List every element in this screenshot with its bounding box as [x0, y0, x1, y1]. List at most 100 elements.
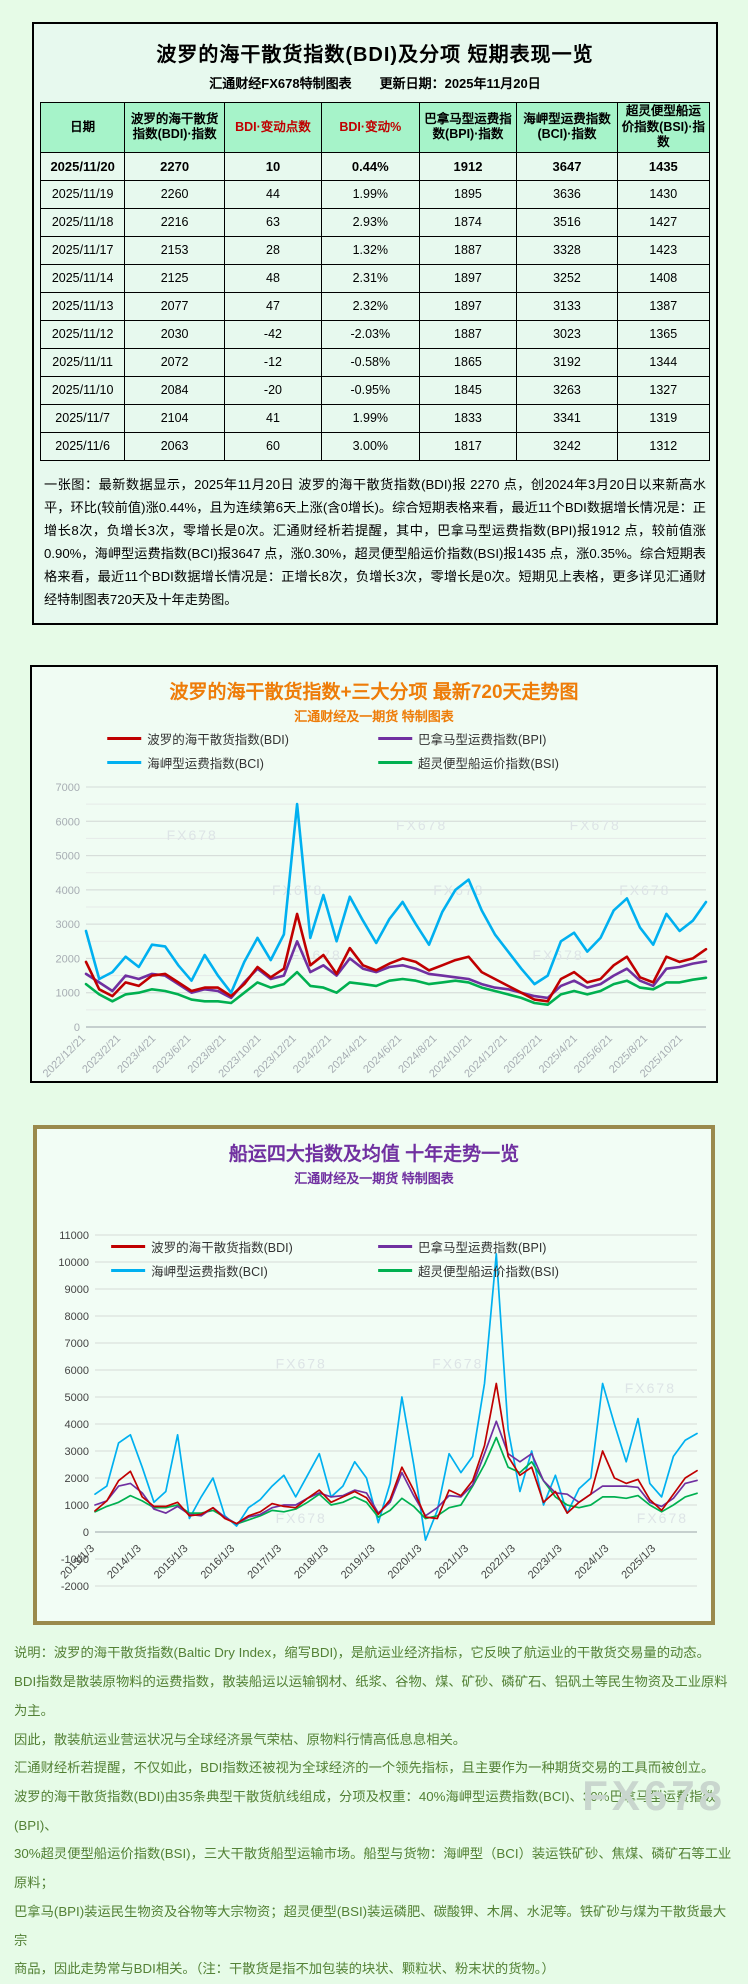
table-cell: 47 — [223, 291, 322, 321]
legend-item: 海岬型运费指数(BCI) — [107, 753, 370, 772]
table-cell: 3023 — [516, 319, 618, 349]
y-tick-label: 6000 — [65, 1365, 89, 1377]
legend-label: 巴拿马型运费指数(BPI) — [417, 733, 547, 748]
update-date-label: 更新日期：2025年11月20日 — [379, 76, 541, 91]
legend-item: 波罗的海干散货指数(BDI) — [111, 1237, 370, 1256]
y-tick-label: 10000 — [58, 1257, 89, 1269]
column-header: 波罗的海干散货指数(BDI)·指数 — [124, 102, 225, 153]
table-cell: 2025/11/13 — [39, 291, 126, 321]
y-tick-label: -1000 — [61, 1554, 89, 1566]
table-cell: 1.99% — [320, 403, 420, 433]
table-row: 2025/11/12 2030 -42 -2.03% 1887 3023 1365 — [39, 319, 711, 349]
legend-label: 波罗的海干散货指数(BDI) — [151, 1241, 293, 1256]
x-tick-label: 2017/1/3 — [245, 1543, 284, 1582]
table-cell: 1.99% — [320, 179, 420, 209]
table-cell: 2077 — [124, 291, 225, 321]
chart-10y-title: 船运四大指数及均值 十年走势一览 — [228, 1144, 520, 1166]
table-panel-subtitle: 汇通财经FX678特制图表 更新日期：2025年11月20日 — [40, 73, 710, 92]
y-tick-label: 3000 — [56, 920, 80, 932]
chart-watermark: FX678 — [619, 882, 670, 898]
table-cell: 2025/11/17 — [39, 235, 126, 265]
table-cell: 3647 — [516, 151, 618, 181]
table-cell: 2084 — [124, 375, 225, 405]
legend-swatch — [377, 761, 412, 765]
legend-swatch — [378, 1245, 412, 1249]
table-cell: 1895 — [418, 179, 518, 209]
table-cell: 2025/11/7 — [39, 403, 126, 433]
table-cell: 3192 — [516, 347, 618, 377]
table-cell: 2063 — [124, 431, 225, 461]
legend-item: 波罗的海干散货指数(BDI) — [107, 729, 370, 748]
footer-line: 巴拿马(BPI)装运民生物资及谷物等大宗物资；超灵便型(BSI)装运磷肥、碳酸钾… — [14, 1903, 727, 1948]
legend-swatch — [111, 1269, 146, 1273]
x-tick-label: 2023/1/3 — [526, 1543, 565, 1582]
table-cell: 1874 — [418, 207, 518, 237]
table-cell: 28 — [223, 235, 322, 265]
chart-watermark: FX678 — [396, 818, 447, 834]
table-cell: -20 — [223, 375, 322, 405]
y-tick-label: 4000 — [56, 885, 80, 897]
y-tick-label: 5000 — [65, 1392, 89, 1404]
x-tick-label: 2022/1/3 — [479, 1543, 518, 1582]
y-tick-label: 0 — [74, 1022, 80, 1034]
chart-10y-svg: -2000 -1000 0 1000 2000 3000 4000 5000 6000 7000 8… — [58, 1230, 698, 1593]
series-line — [84, 913, 708, 1004]
table-row: 2025/11/14 2125 48 2.31% 1897 3252 1408 — [39, 263, 711, 293]
table-cell: 3133 — [516, 291, 618, 321]
y-tick-label: 5000 — [56, 851, 80, 863]
x-tick-label: 2018/1/3 — [292, 1543, 331, 1582]
table-cell: -0.58% — [320, 347, 420, 377]
legend-item: 巴拿马型运费指数(BPI) — [378, 1237, 637, 1256]
bdi-table-head: 日期 波罗的海干散货指数(BDI)·指数 BDI·变动点数 BDI·变动% 巴拿马型运费… — [39, 102, 711, 153]
table-cell: 10 — [223, 151, 322, 181]
chart-720d-svg: 010002000300040005000600070002022/12/212… — [41, 782, 708, 1079]
table-cell: 1327 — [616, 375, 711, 405]
table-cell: 2025/11/11 — [39, 347, 126, 377]
legend-label: 超灵便型船运价指数(BSI) — [417, 757, 559, 772]
legend-swatch — [378, 1269, 412, 1273]
chart-watermark: FX678 — [570, 818, 621, 834]
legend-item: 超灵便型船运价指数(BSI) — [378, 1261, 637, 1280]
chart-720d-wrap: 波罗的海干散货指数(BDI) 巴拿马型运费指数(BPI) 海岬型运费指数(BCI) 超… — [32, 727, 716, 1079]
table-cell: 1897 — [418, 291, 518, 321]
y-tick-label: 1000 — [56, 988, 80, 1000]
bdi-short-term-panel: 波罗的海干散货指数(BDI)及分项 短期表现一览 汇通财经FX678特制图表 更新… — [32, 22, 718, 626]
table-cell: 2125 — [124, 263, 225, 293]
table-cell: 44 — [223, 179, 322, 209]
x-tick-label: 2019/1/3 — [339, 1543, 378, 1582]
table-row: 2025/11/13 2077 47 2.32% 1897 3133 1387 — [39, 291, 711, 321]
table-row: 2025/11/10 2084 -20 -0.95% 1845 3263 1327 — [39, 375, 711, 405]
table-cell: 2025/11/14 — [39, 263, 126, 293]
table-cell: 2025/11/12 — [39, 319, 126, 349]
y-tick-label: 6000 — [56, 817, 80, 829]
chart-10y-panel: 船运四大指数及均值 十年走势一览 汇通财经及一期货 特制图表 波罗的海干散货指数… — [33, 1125, 715, 1626]
table-cell: 1833 — [418, 403, 518, 433]
y-tick-label: 9000 — [65, 1284, 89, 1296]
x-tick-label: 2015/1/3 — [152, 1543, 191, 1582]
table-cell: 1344 — [616, 347, 711, 377]
table-cell: 1845 — [418, 375, 518, 405]
y-tick-label: 1000 — [65, 1500, 89, 1512]
table-cell: 2072 — [124, 347, 225, 377]
table-row: 2025/11/11 2072 -12 -0.58% 1865 3192 1344 — [39, 347, 711, 377]
table-cell: 1887 — [418, 235, 518, 265]
table-cell: 2153 — [124, 235, 225, 265]
table-summary-note: 一张图：最新数据显示，2025年11月20日 波罗的海干散货指数(BDI)报 2… — [44, 476, 706, 608]
y-tick-label: 2000 — [65, 1473, 89, 1485]
table-cell: 2260 — [124, 179, 225, 209]
table-cell: 2025/11/18 — [39, 207, 126, 237]
table-cell: 2025/11/10 — [39, 375, 126, 405]
series-line — [84, 940, 708, 1000]
table-row: 2025/11/18 2216 63 2.93% 1874 3516 1427 — [39, 207, 711, 237]
chart-source-label: 汇通财经FX678特制图表 — [209, 76, 352, 91]
footer-line: 说明：波罗的海干散货指数(Baltic Dry Index，缩写BDI)，是航运… — [14, 1645, 710, 1661]
table-cell: 1435 — [616, 151, 711, 181]
column-header: BDI·变动点数 — [223, 102, 322, 153]
table-cell: -2.03% — [320, 319, 420, 349]
chart-720d-legend: 波罗的海干散货指数(BDI) 巴拿马型运费指数(BPI) 海岬型运费指数(BCI) 超… — [107, 729, 641, 772]
table-panel-title: 波罗的海干散货指数(BDI)及分项 短期表现一览 — [156, 44, 594, 66]
table-cell: 48 — [223, 263, 322, 293]
table-cell: 1387 — [616, 291, 711, 321]
table-cell: 2025/11/19 — [39, 179, 126, 209]
chart-watermark: FX678 — [272, 882, 323, 898]
